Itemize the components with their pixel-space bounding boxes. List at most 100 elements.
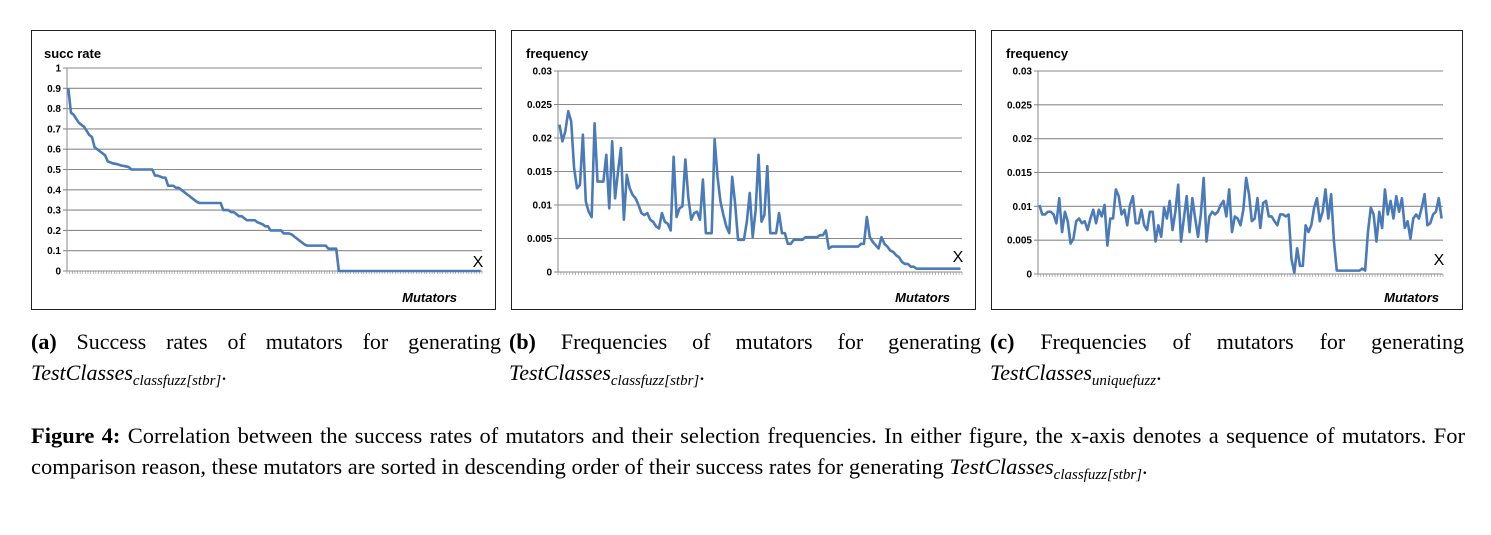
data-point xyxy=(1418,218,1419,219)
data-point xyxy=(1166,218,1167,219)
data-point xyxy=(591,216,592,217)
data-point xyxy=(1039,204,1040,205)
x-axis-marker: X xyxy=(1434,252,1445,269)
data-point xyxy=(579,184,580,185)
data-point xyxy=(574,168,575,169)
data-point xyxy=(152,169,153,170)
data-point xyxy=(196,201,197,202)
data-point xyxy=(344,270,345,271)
data-point xyxy=(758,154,759,155)
data-point xyxy=(1078,218,1079,219)
y-tick-label: 0.005 xyxy=(1007,236,1032,247)
x-axis-marker: X xyxy=(953,249,964,266)
subcaption-math: TestClasses xyxy=(509,360,611,385)
data-point xyxy=(257,222,258,223)
figure-caption-math: TestClasses xyxy=(949,454,1054,479)
data-point xyxy=(1396,196,1397,197)
data-point xyxy=(78,122,79,123)
data-point xyxy=(391,270,392,271)
data-point xyxy=(1163,207,1164,208)
data-point xyxy=(679,208,680,209)
data-point xyxy=(199,202,200,203)
y-tick-label: 0.03 xyxy=(533,67,553,78)
data-point xyxy=(632,194,633,195)
data-point xyxy=(749,192,750,193)
data-point xyxy=(104,155,105,156)
data-point xyxy=(1070,243,1071,244)
data-point xyxy=(296,238,297,239)
data-point xyxy=(1059,198,1060,199)
y-tick-label: 0.01 xyxy=(1013,202,1033,213)
y-tick-label: 0.4 xyxy=(47,185,61,196)
data-point xyxy=(91,136,92,137)
data-point xyxy=(1061,231,1062,232)
data-point xyxy=(120,165,121,166)
data-point xyxy=(714,139,715,140)
data-point xyxy=(691,219,692,220)
data-point xyxy=(937,268,938,269)
data-point xyxy=(115,163,116,164)
data-point xyxy=(386,270,387,271)
data-point xyxy=(1277,225,1278,226)
x-axis-label: Mutators xyxy=(402,290,457,305)
data-point xyxy=(808,237,809,238)
data-point xyxy=(717,176,718,177)
data-point xyxy=(1291,259,1292,260)
series-line xyxy=(558,109,961,270)
data-point xyxy=(1110,218,1111,219)
data-point xyxy=(412,270,413,271)
data-point xyxy=(1322,211,1323,212)
data-point xyxy=(588,211,589,212)
data-point xyxy=(1175,211,1176,212)
chart-frequency-classfuzz: frequency 0 0.005 0.01 0.015 0.02 0.025 0.03 X Mu… xyxy=(526,46,964,305)
data-point xyxy=(217,202,218,203)
y-tick-label: 0.8 xyxy=(47,104,61,115)
data-point xyxy=(147,169,148,170)
data-point xyxy=(333,248,334,249)
data-point xyxy=(582,134,583,135)
data-point xyxy=(383,270,384,271)
x-axis-label: Mutators xyxy=(1384,290,1439,305)
data-point xyxy=(367,270,368,271)
data-point xyxy=(399,270,400,271)
y-tick-label: 0.025 xyxy=(1007,100,1032,111)
figure-caption-end: . xyxy=(1142,454,1148,479)
data-point xyxy=(225,210,226,211)
data-point xyxy=(414,270,415,271)
data-point xyxy=(265,226,266,227)
data-point xyxy=(743,239,744,240)
data-point xyxy=(462,270,463,271)
data-point xyxy=(843,246,844,247)
data-point xyxy=(840,246,841,247)
data-point xyxy=(233,212,234,213)
data-point xyxy=(1274,221,1275,222)
data-point xyxy=(907,263,908,264)
data-point xyxy=(711,233,712,234)
data-point xyxy=(603,181,604,182)
data-point xyxy=(650,219,651,220)
data-point xyxy=(1084,221,1085,222)
data-point xyxy=(735,203,736,204)
data-point xyxy=(370,270,371,271)
data-point xyxy=(162,177,163,178)
data-point xyxy=(708,233,709,234)
data-point xyxy=(70,112,71,113)
data-point xyxy=(673,156,674,157)
data-point xyxy=(1144,225,1145,226)
data-point xyxy=(1342,270,1343,271)
data-point xyxy=(1268,216,1269,217)
data-point xyxy=(825,230,826,231)
y-tick-label: 0.6 xyxy=(47,145,61,156)
data-point xyxy=(699,219,700,220)
data-point xyxy=(238,216,239,217)
subcaption-subscript: uniquefuzz xyxy=(1091,373,1157,389)
data-point xyxy=(244,218,245,219)
data-point xyxy=(939,268,940,269)
data-point xyxy=(875,245,876,246)
data-point xyxy=(349,270,350,271)
data-point xyxy=(811,237,812,238)
data-point xyxy=(661,212,662,213)
data-point xyxy=(1064,211,1065,212)
data-point xyxy=(1178,184,1179,185)
data-point xyxy=(1328,218,1329,219)
